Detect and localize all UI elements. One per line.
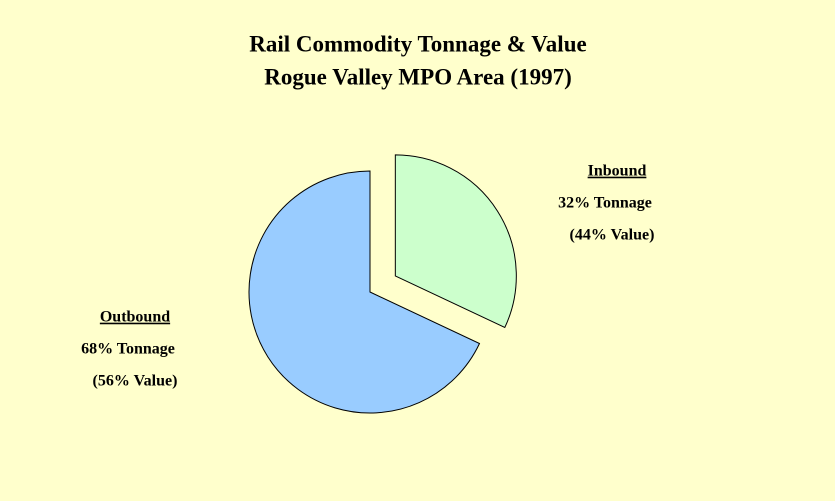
slice-category-label: Outbound	[100, 309, 170, 326]
slice-value-label: 68% Tonnage	[81, 341, 175, 358]
slice-category-label: Inbound	[588, 163, 647, 180]
pie-slice	[248, 170, 481, 414]
slice-value-label: (44% Value)	[570, 227, 655, 244]
pie-slice	[394, 154, 517, 329]
chart-title: Rail Commodity Tonnage & Value	[249, 31, 586, 56]
slice-value-label: 32% Tonnage	[558, 195, 652, 212]
chart-subtitle: Rogue Valley MPO Area (1997)	[264, 64, 572, 89]
slice-value-label: (56% Value)	[93, 373, 178, 390]
